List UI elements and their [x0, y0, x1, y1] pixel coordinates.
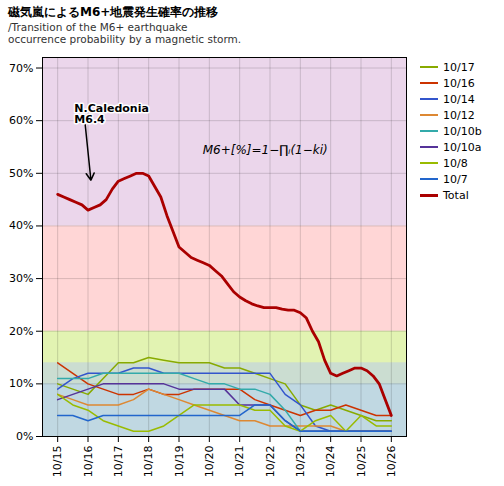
html-text:10/10b: 10/10b	[443, 124, 482, 138]
svg-text:0%: 0%	[16, 430, 33, 443]
svg-text:10/24: 10/24	[324, 446, 337, 478]
svg-text:70%: 70%	[9, 62, 33, 75]
svg-text:M6+[%]=1−∏ᵢ(1−ki): M6+[%]=1−∏ᵢ(1−ki)	[203, 143, 328, 157]
html-text:10/12: 10/12	[443, 108, 475, 122]
svg-text:10/19: 10/19	[173, 446, 186, 478]
svg-text:N.CaledoniaM6.4: N.CaledoniaM6.4	[74, 102, 149, 126]
html-text:磁気嵐によるM6+地震発生確率の推移: 磁気嵐によるM6+地震発生確率の推移	[8, 5, 219, 19]
html-text:10/16: 10/16	[443, 76, 475, 90]
svg-text:10/25: 10/25	[355, 446, 368, 478]
svg-text:10/22: 10/22	[264, 446, 277, 478]
html-text:Total: Total	[443, 188, 469, 202]
svg-text:30%: 30%	[9, 272, 33, 285]
svg-text:10/16: 10/16	[82, 446, 95, 478]
html-text:10/17: 10/17	[443, 60, 475, 74]
svg-text:10/26: 10/26	[385, 446, 398, 478]
svg-text:10%: 10%	[9, 377, 33, 390]
svg-text:10/23: 10/23	[294, 446, 307, 478]
svg-text:50%: 50%	[9, 167, 33, 180]
svg-text:10/21: 10/21	[233, 446, 246, 478]
svg-text:10/17: 10/17	[112, 446, 125, 478]
svg-text:60%: 60%	[9, 114, 33, 127]
svg-text:40%: 40%	[9, 219, 33, 232]
svg-text:20%: 20%	[9, 325, 33, 338]
svg-text:10/20: 10/20	[203, 446, 216, 478]
html-text:10/14: 10/14	[443, 92, 475, 106]
svg-text:10/15: 10/15	[51, 446, 64, 478]
svg-text:10/18: 10/18	[142, 446, 155, 478]
html-text:10/7: 10/7	[443, 172, 468, 186]
html-text:/Transition of the M6+ earthqu: /Transition of the M6+ earthquake occurr…	[8, 21, 242, 45]
html-text:10/8: 10/8	[443, 156, 468, 170]
html-text:10/10a: 10/10a	[443, 140, 482, 154]
